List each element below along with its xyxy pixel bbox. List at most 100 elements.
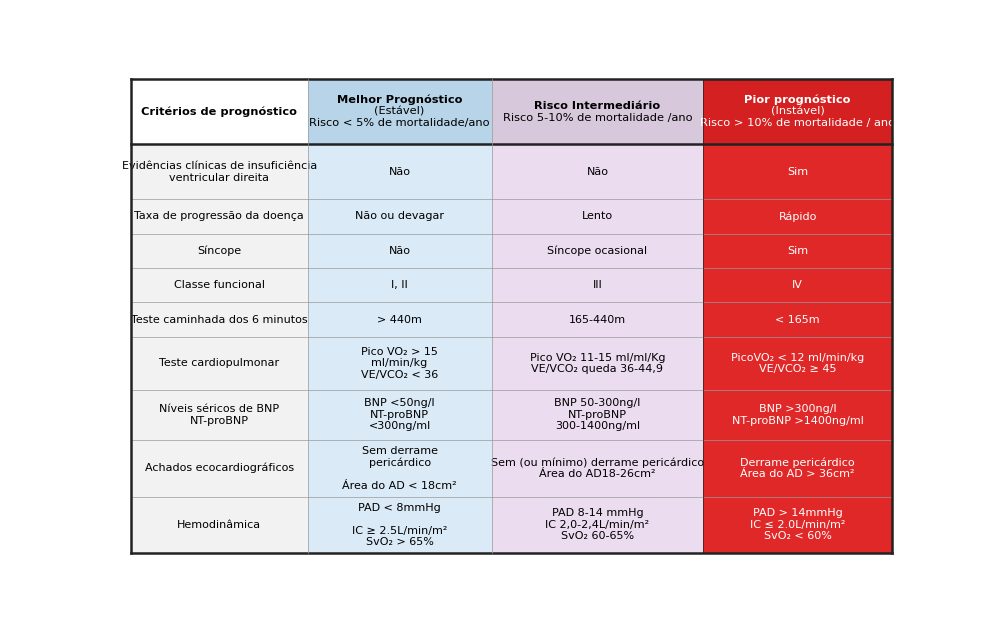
Text: SvO₂ 60-65%: SvO₂ 60-65% bbox=[561, 531, 634, 541]
Bar bbox=[492, 302, 704, 337]
Bar bbox=[492, 144, 704, 199]
Text: BNP >300ng/l: BNP >300ng/l bbox=[758, 404, 836, 414]
Text: Não: Não bbox=[388, 246, 410, 256]
Text: Não ou devagar: Não ou devagar bbox=[355, 212, 444, 222]
Bar bbox=[704, 496, 892, 553]
Text: NT-proBNP: NT-proBNP bbox=[568, 410, 627, 420]
Bar bbox=[704, 390, 892, 440]
Bar bbox=[704, 233, 892, 268]
Bar bbox=[492, 496, 704, 553]
Text: Hemodinâmica: Hemodinâmica bbox=[178, 520, 261, 530]
Bar bbox=[131, 79, 307, 144]
Bar bbox=[131, 496, 307, 553]
Text: Área do AD > 36cm²: Área do AD > 36cm² bbox=[741, 469, 855, 479]
Text: IV: IV bbox=[792, 280, 803, 290]
Bar bbox=[492, 233, 704, 268]
Text: NT-proBNP: NT-proBNP bbox=[370, 410, 429, 420]
Text: SvO₂ > 65%: SvO₂ > 65% bbox=[365, 537, 433, 547]
Text: Sim: Sim bbox=[787, 246, 808, 256]
Bar bbox=[131, 199, 307, 233]
Bar bbox=[307, 337, 492, 390]
Bar bbox=[704, 302, 892, 337]
Text: VE/VCO₂ < 36: VE/VCO₂ < 36 bbox=[361, 370, 438, 380]
Bar bbox=[492, 268, 704, 302]
Bar bbox=[131, 268, 307, 302]
Text: NT-proBNP >1400ng/ml: NT-proBNP >1400ng/ml bbox=[732, 416, 863, 426]
Text: Risco < 5% de mortalidade/ano: Risco < 5% de mortalidade/ano bbox=[309, 118, 490, 128]
Text: Critérios de prognóstico: Critérios de prognóstico bbox=[142, 106, 297, 117]
Text: I, II: I, II bbox=[391, 280, 408, 290]
Text: Achados ecocardiográficos: Achados ecocardiográficos bbox=[145, 463, 293, 473]
Bar bbox=[307, 233, 492, 268]
Text: PAD 8-14 mmHg: PAD 8-14 mmHg bbox=[552, 508, 644, 518]
Bar bbox=[307, 390, 492, 440]
Bar bbox=[131, 390, 307, 440]
Text: < 165m: < 165m bbox=[775, 315, 820, 324]
Text: Risco Intermediário: Risco Intermediário bbox=[534, 101, 661, 111]
Text: (Instável): (Instável) bbox=[770, 106, 824, 116]
Text: Não: Não bbox=[587, 167, 609, 177]
Bar bbox=[307, 268, 492, 302]
Text: <300ng/ml: <300ng/ml bbox=[368, 421, 431, 431]
Bar bbox=[131, 233, 307, 268]
Text: BNP 50-300ng/l: BNP 50-300ng/l bbox=[554, 398, 641, 408]
Bar bbox=[131, 144, 307, 199]
Text: Sem (ou mínimo) derrame pericárdico: Sem (ou mínimo) derrame pericárdico bbox=[491, 457, 704, 468]
Text: pericárdico: pericárdico bbox=[368, 457, 431, 468]
Text: Derrame pericárdico: Derrame pericárdico bbox=[741, 457, 855, 468]
Bar bbox=[704, 440, 892, 496]
Text: (Estável): (Estável) bbox=[374, 106, 425, 116]
Text: Níveis séricos de BNP: Níveis séricos de BNP bbox=[159, 404, 279, 414]
Text: Síncope: Síncope bbox=[198, 245, 242, 256]
Text: PAD < 8mmHg: PAD < 8mmHg bbox=[358, 503, 441, 513]
Text: 300-1400ng/ml: 300-1400ng/ml bbox=[555, 421, 640, 431]
Text: PicoVO₂ < 12 ml/min/kg: PicoVO₂ < 12 ml/min/kg bbox=[731, 352, 864, 362]
Bar bbox=[704, 144, 892, 199]
Bar bbox=[307, 440, 492, 496]
Text: Área do AD18-26cm²: Área do AD18-26cm² bbox=[539, 469, 656, 479]
Text: 165-440m: 165-440m bbox=[569, 315, 626, 324]
Text: Sem derrame: Sem derrame bbox=[361, 446, 437, 456]
Text: > 440m: > 440m bbox=[377, 315, 422, 324]
Bar bbox=[307, 302, 492, 337]
Text: Taxa de progressão da doença: Taxa de progressão da doença bbox=[135, 212, 304, 222]
Bar bbox=[492, 440, 704, 496]
Text: Melhor Prognóstico: Melhor Prognóstico bbox=[337, 95, 462, 105]
Text: NT-proBNP: NT-proBNP bbox=[190, 416, 249, 426]
Text: Síncope ocasional: Síncope ocasional bbox=[548, 245, 648, 256]
Text: VE/VCO₂ ≥ 45: VE/VCO₂ ≥ 45 bbox=[758, 364, 836, 374]
Bar bbox=[131, 302, 307, 337]
Text: Pico VO₂ 11-15 ml/ml/Kg: Pico VO₂ 11-15 ml/ml/Kg bbox=[530, 352, 666, 362]
Bar bbox=[492, 390, 704, 440]
Text: Não: Não bbox=[388, 167, 410, 177]
Text: Sim: Sim bbox=[787, 167, 808, 177]
Text: PAD > 14mmHg: PAD > 14mmHg bbox=[752, 508, 842, 518]
Bar bbox=[704, 337, 892, 390]
Text: IC ≥ 2.5L/min/m²: IC ≥ 2.5L/min/m² bbox=[352, 526, 447, 536]
Text: Evidências clínicas de insuficiência: Evidências clínicas de insuficiência bbox=[122, 161, 316, 171]
Text: Pior prognóstico: Pior prognóstico bbox=[745, 95, 851, 105]
Text: Lento: Lento bbox=[582, 212, 613, 222]
Bar bbox=[704, 79, 892, 144]
Bar bbox=[492, 199, 704, 233]
Text: Risco 5-10% de mortalidade /ano: Risco 5-10% de mortalidade /ano bbox=[503, 113, 693, 123]
Text: III: III bbox=[593, 280, 603, 290]
Text: Teste cardiopulmonar: Teste cardiopulmonar bbox=[159, 359, 279, 368]
Bar bbox=[492, 79, 704, 144]
Text: VE/VCO₂ queda 36-44,9: VE/VCO₂ queda 36-44,9 bbox=[532, 364, 664, 374]
Text: Rápido: Rápido bbox=[778, 211, 816, 222]
Text: Risco > 10% de mortalidade / ano: Risco > 10% de mortalidade / ano bbox=[700, 118, 895, 128]
Text: SvO₂ < 60%: SvO₂ < 60% bbox=[763, 531, 831, 541]
Text: BNP <50ng/l: BNP <50ng/l bbox=[364, 398, 435, 408]
Bar bbox=[131, 337, 307, 390]
Text: Área do AD < 18cm²: Área do AD < 18cm² bbox=[342, 481, 457, 491]
Text: IC 2,0-2,4L/min/m²: IC 2,0-2,4L/min/m² bbox=[546, 520, 650, 530]
Bar bbox=[704, 199, 892, 233]
Bar bbox=[492, 337, 704, 390]
Bar bbox=[704, 268, 892, 302]
Bar bbox=[307, 199, 492, 233]
Text: Pico VO₂ > 15: Pico VO₂ > 15 bbox=[361, 347, 438, 357]
Bar bbox=[307, 79, 492, 144]
Text: IC ≤ 2.0L/min/m²: IC ≤ 2.0L/min/m² bbox=[749, 520, 845, 530]
Text: ml/min/kg: ml/min/kg bbox=[371, 359, 428, 368]
